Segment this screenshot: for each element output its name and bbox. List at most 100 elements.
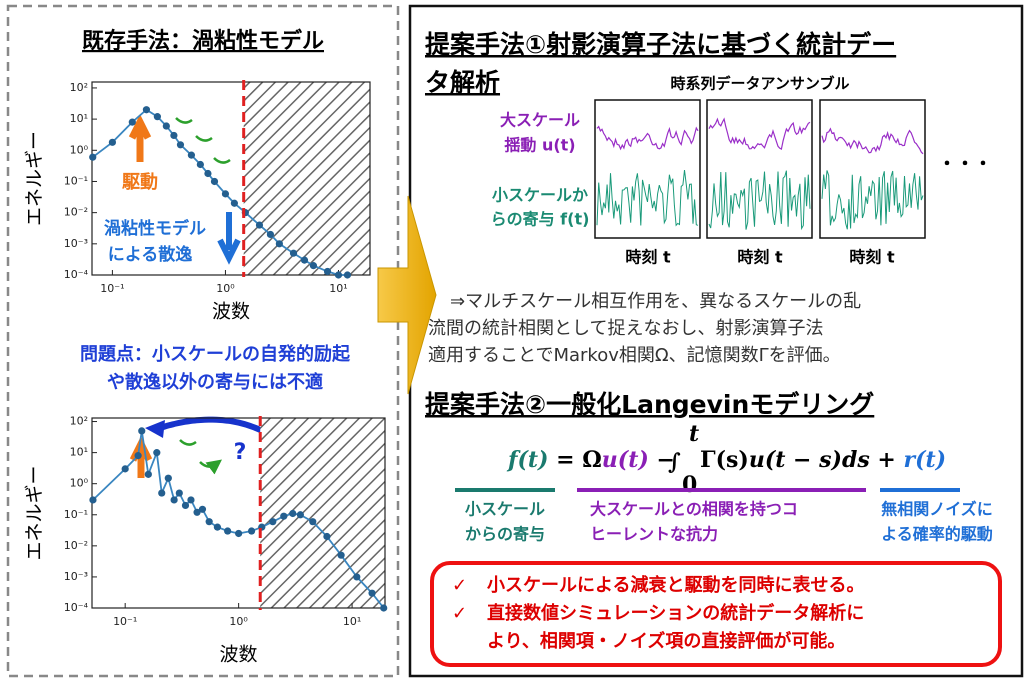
y-tick-label: 10⁰ (70, 477, 89, 490)
left-title: 既存手法：渦粘性モデル (82, 28, 324, 54)
spectrum-point (128, 118, 136, 126)
check: ✓ (452, 575, 467, 596)
spectrum-point (144, 470, 152, 478)
y-tick-label: 10⁻³ (64, 570, 88, 583)
drive-arrow (128, 114, 152, 162)
integral: ∫ (668, 449, 681, 475)
annotation: による散逸 (108, 244, 193, 265)
spectrum-point (89, 153, 97, 161)
spectrum-point (164, 474, 172, 482)
term-label: からの寄与 (465, 525, 545, 544)
y-tick-label: 10⁻² (64, 206, 88, 219)
spectrum-point (204, 169, 212, 178)
spectrum-point (153, 449, 161, 457)
time-label: 時刻 t (737, 248, 783, 267)
conclusion: 直接数値シミュレーションの統計データ解析に (487, 602, 864, 624)
y-tick-label: 10¹ (70, 112, 88, 125)
label: 小スケールか (492, 186, 588, 205)
y-tick-label: 10⁻³ (64, 237, 88, 250)
spectrum-point (353, 573, 361, 581)
spectrum-point (187, 496, 195, 504)
cascade-arrows (175, 117, 231, 467)
title: 提案手法②一般化Langevinモデリング (425, 390, 874, 419)
check: ✓ (452, 603, 467, 624)
term-label: よる確率的駆動 (881, 525, 993, 544)
spectrum-point (193, 508, 201, 516)
x-tick-label: 10⁻¹ (113, 615, 137, 628)
equation: Γ(s)u(t − s)ds + r(t) (700, 447, 946, 473)
eq-term: u(t − s) (749, 447, 842, 473)
right-panel: 提案手法①射影演算子法に基づく統計デー タ解析 時系列データアンサンブル 大スケ… (425, 30, 1002, 667)
eq-term: u(t) (602, 447, 649, 473)
spectrum-point (181, 501, 190, 510)
y-tick-label: 10⁰ (70, 143, 89, 156)
hatched-region (243, 82, 370, 275)
equation: f(t) = Ωu(t) − (506, 447, 675, 473)
series-panel (594, 99, 701, 239)
signal-f (596, 170, 699, 227)
conclusion-box (430, 561, 1002, 667)
spectrum-point (266, 230, 275, 239)
y-tick-label: 10² (70, 415, 88, 428)
spectrum-point (323, 532, 331, 541)
annotation: 渦粘性モデル (104, 218, 206, 239)
term-label: ヒーレントな抗力 (590, 525, 718, 544)
problem: や散逸以外の寄与には不適 (107, 371, 323, 393)
spectrum-point (176, 141, 185, 149)
term-label: 小スケール (465, 500, 545, 519)
signal-u (596, 125, 699, 151)
y-tick-label: 10⁻¹ (64, 174, 88, 187)
annotation: 駆動 (122, 171, 158, 193)
spectrum-point (134, 452, 142, 460)
spectrum-point (334, 271, 343, 279)
x-tick-label: 10⁻¹ (100, 282, 124, 295)
y-tick-label: 10⁻¹ (64, 508, 88, 521)
x-label: 波数 (212, 301, 250, 323)
eq-term: f(t) (506, 447, 548, 473)
spectrum-point (296, 511, 304, 519)
x-tick-label: 10¹ (329, 282, 347, 295)
spectrum-point (196, 160, 204, 169)
spectrum-point (289, 509, 297, 518)
plot: 10⁻⁴ 10⁻³ 10⁻² 10⁻¹ 10⁰ 10¹ 10² 10⁻¹ 10⁰ 10¹ 波数 エネル… (24, 415, 388, 666)
plot: 10⁻⁴ 10⁻³ 10⁻² 10⁻¹ 10⁰ 10¹ 10² 10⁻¹ 10⁰ 10¹ 波数 エネル… (24, 80, 371, 323)
spectrum-point (170, 496, 178, 504)
description: 適用することでMarkov相関Ω、記憶関数Γを評価。 (428, 345, 841, 366)
label: 揺動 u(t) (504, 136, 575, 155)
spectrum-point (221, 190, 230, 198)
eq-term: = Ω (548, 447, 601, 473)
spectrum-point (300, 256, 309, 264)
spectrum-point (158, 489, 166, 497)
hatched-region (260, 418, 385, 608)
spectrum-point (175, 489, 183, 497)
title: 提案手法①射影演算子法に基づく統計デー (425, 30, 896, 59)
spectrum-point (235, 529, 243, 538)
y-label: エネルギー (24, 131, 46, 226)
question: ? (234, 440, 247, 465)
lower-limit: 0 (682, 472, 697, 498)
spectrum-point (230, 199, 238, 207)
signal-f (708, 170, 811, 231)
x-tick-label: 10⁰ (216, 282, 235, 295)
signal-u (708, 117, 811, 151)
conclusion: 小スケールによる減衰と駆動を同時に表せる。 (487, 574, 864, 596)
eq-term: r(t) (904, 447, 947, 473)
spectrum-point (153, 113, 161, 121)
conclusion: より、相関項・ノイズ項の直接評価が可能。 (487, 630, 845, 652)
spectrum-point (213, 523, 222, 531)
left-frame (6, 4, 400, 678)
time-label: 時刻 t (849, 248, 895, 267)
spectrum-point (255, 221, 264, 229)
series-panel (819, 99, 926, 239)
spectrum-point (198, 505, 207, 513)
ellipsis: ・・・ (938, 154, 992, 175)
spectrum-point (205, 518, 213, 526)
plot-frame (91, 81, 371, 276)
upper-limit: t (689, 421, 699, 447)
spectrum-point (142, 106, 151, 114)
spectrum-point (343, 271, 352, 279)
spectrum-point (121, 465, 129, 473)
y-tick-label: 10⁻⁴ (64, 268, 89, 281)
signal-u (821, 127, 924, 155)
